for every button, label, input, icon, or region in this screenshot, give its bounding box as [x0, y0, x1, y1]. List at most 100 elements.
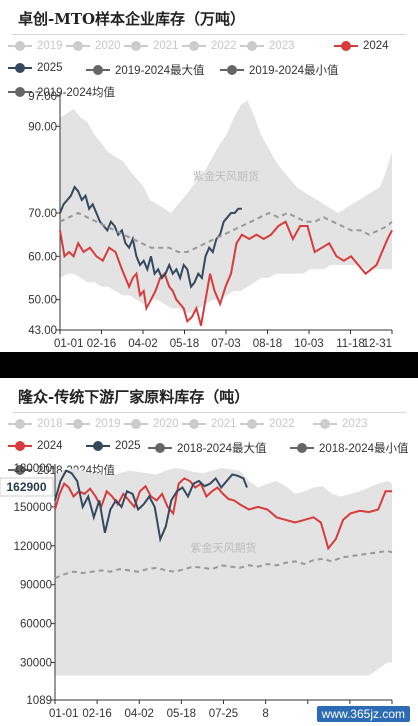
site-watermark: www.365jz.com	[316, 706, 410, 722]
chart-plot: 43.00 50.00 60.00 70.00 90.00 97.00 01-01 02-16…	[28, 91, 393, 350]
legend-marker-icon	[8, 87, 32, 97]
legend-label: 2024	[37, 440, 63, 452]
y-tick-label: 1089	[26, 695, 52, 707]
legend-marker-icon	[8, 41, 32, 51]
legend-label: 2025	[115, 440, 141, 452]
legend-label: 2022	[211, 40, 237, 52]
x-tick-label: 07-03	[211, 338, 240, 350]
y-tick-label: 43.00	[28, 325, 57, 337]
legend-item[interactable]: 2024	[334, 40, 389, 52]
legend-item[interactable]: 2020	[66, 40, 121, 52]
legend-marker-icon	[8, 441, 32, 451]
min-max-band	[60, 100, 392, 313]
y-tick-label: 120000	[14, 541, 52, 553]
legend-item[interactable]: 2018-2024最大值	[148, 440, 267, 456]
chart-panel-downstream: 隆众-传统下游厂家原料库存（吨） 2018 2019 2020 2021 2022 202…	[0, 378, 418, 726]
legend-item[interactable]: 2022	[240, 418, 295, 430]
legend-marker-icon	[313, 419, 337, 429]
legend-item[interactable]: 2021	[124, 40, 179, 52]
x-tick-label: 08-18	[253, 338, 282, 350]
legend-label: 2020	[95, 40, 121, 52]
min-max-band	[55, 468, 392, 676]
chart-watermark: 紫金天风期货	[193, 169, 259, 183]
legend-item[interactable]: 2020	[124, 418, 179, 430]
x-tick-label: 02-16	[87, 338, 116, 350]
chart-title: 隆众-传统下游厂家原料库存（吨）	[18, 388, 250, 406]
x-tick-label: 05-18	[170, 338, 199, 350]
legend-marker-icon	[240, 41, 264, 51]
legend-marker-icon	[66, 41, 90, 51]
legend-label: 2019	[95, 418, 121, 430]
chart-plot: 1089 30000 60000 90000 120000 150000 180000 01-…	[0, 463, 393, 720]
legend-label: 2022	[269, 418, 295, 430]
y-tick-label: 70.00	[28, 208, 57, 220]
chart-title: 卓创-MTO样本企业库存（万吨）	[18, 10, 246, 28]
x-tick-label: 04-02	[128, 338, 157, 350]
legend-item[interactable]: 2022	[182, 40, 237, 52]
svg-text:162900: 162900	[6, 480, 46, 494]
legend-item[interactable]: 2024	[8, 440, 63, 452]
legend-item[interactable]: 2023	[313, 418, 368, 430]
series-line-2025	[59, 185, 242, 289]
legend-marker-icon	[124, 41, 148, 51]
x-tick-label: 01-01	[54, 338, 83, 350]
chart-watermark: 紫金天风期货	[191, 541, 257, 555]
x-tick-label: 12-31	[363, 338, 392, 350]
legend-item[interactable]: 2023	[240, 40, 295, 52]
series-line-2019-2024均值	[59, 211, 393, 253]
legend-item[interactable]: 2021	[182, 418, 237, 430]
legend-marker-icon	[240, 419, 264, 429]
y-tick-label: 150000	[14, 502, 52, 514]
legend-marker-icon	[182, 41, 206, 51]
legend-label: 2025	[37, 62, 63, 74]
legend-label: 2023	[342, 418, 368, 430]
legend-item[interactable]: 2018-2024最小值	[290, 440, 409, 456]
legend-marker-icon	[8, 63, 32, 73]
title-divider	[12, 34, 406, 35]
chart-panel-mto: 卓创-MTO样本企业库存（万吨） 2019 2020 2021 2022 2023 202…	[0, 0, 418, 352]
legend-label: 2018-2024最大值	[177, 443, 267, 455]
legend-label: 2024	[363, 40, 389, 52]
legend-label: 2018	[37, 418, 63, 430]
legend-item[interactable]: 2019	[66, 418, 121, 430]
series-line-2024	[59, 220, 393, 326]
y-tick-label: 60.00	[28, 251, 57, 263]
x-tick-label: 02-16	[82, 708, 111, 720]
legend-label: 2023	[269, 40, 295, 52]
legend-label: 2019	[37, 40, 63, 52]
y-tick-label: 50.00	[28, 295, 57, 307]
legend-marker-icon	[334, 41, 358, 51]
legend-item[interactable]: 2019-2024最大值	[86, 62, 205, 78]
x-tick-label: 11-18	[336, 338, 365, 350]
legend-item[interactable]: 2025	[8, 62, 63, 74]
legend-item[interactable]: 2019-2024最小值	[220, 62, 339, 78]
legend-item[interactable]: 2018	[8, 418, 63, 430]
y-pointer-tooltip: 162900	[0, 477, 54, 497]
legend-label: 2018-2024最小值	[319, 443, 409, 455]
x-tick-label: 04-02	[125, 708, 154, 720]
legend-marker-icon	[182, 419, 206, 429]
x-tick-label: 10-03	[294, 338, 323, 350]
x-tick-label: 07-25	[209, 708, 238, 720]
legend-marker-icon	[66, 419, 90, 429]
y-tick-label: 97.00	[28, 91, 57, 103]
legend-marker-icon	[124, 419, 148, 429]
y-tick-label: 90.00	[28, 121, 57, 133]
series-line-2025	[54, 469, 248, 543]
legend-marker-icon	[8, 465, 32, 475]
y-tick-label: 90000	[20, 580, 52, 592]
legend-label: 2021	[211, 418, 237, 430]
legend-marker-icon	[86, 441, 110, 451]
legend-marker-icon	[290, 443, 314, 453]
x-tick-label: 05-18	[167, 708, 196, 720]
legend-item[interactable]: 2019	[8, 40, 63, 52]
legend-label: 2021	[153, 40, 179, 52]
legend-item[interactable]: 2025	[86, 440, 141, 452]
legend-label: 2020	[153, 418, 179, 430]
x-tick-label: 8	[262, 708, 268, 720]
x-tick-label: 01-01	[49, 708, 78, 720]
legend-marker-icon	[220, 65, 244, 75]
legend-label: 2019-2024最大值	[115, 65, 205, 77]
title-divider	[12, 412, 406, 413]
y-tick-label: 30000	[20, 658, 52, 670]
